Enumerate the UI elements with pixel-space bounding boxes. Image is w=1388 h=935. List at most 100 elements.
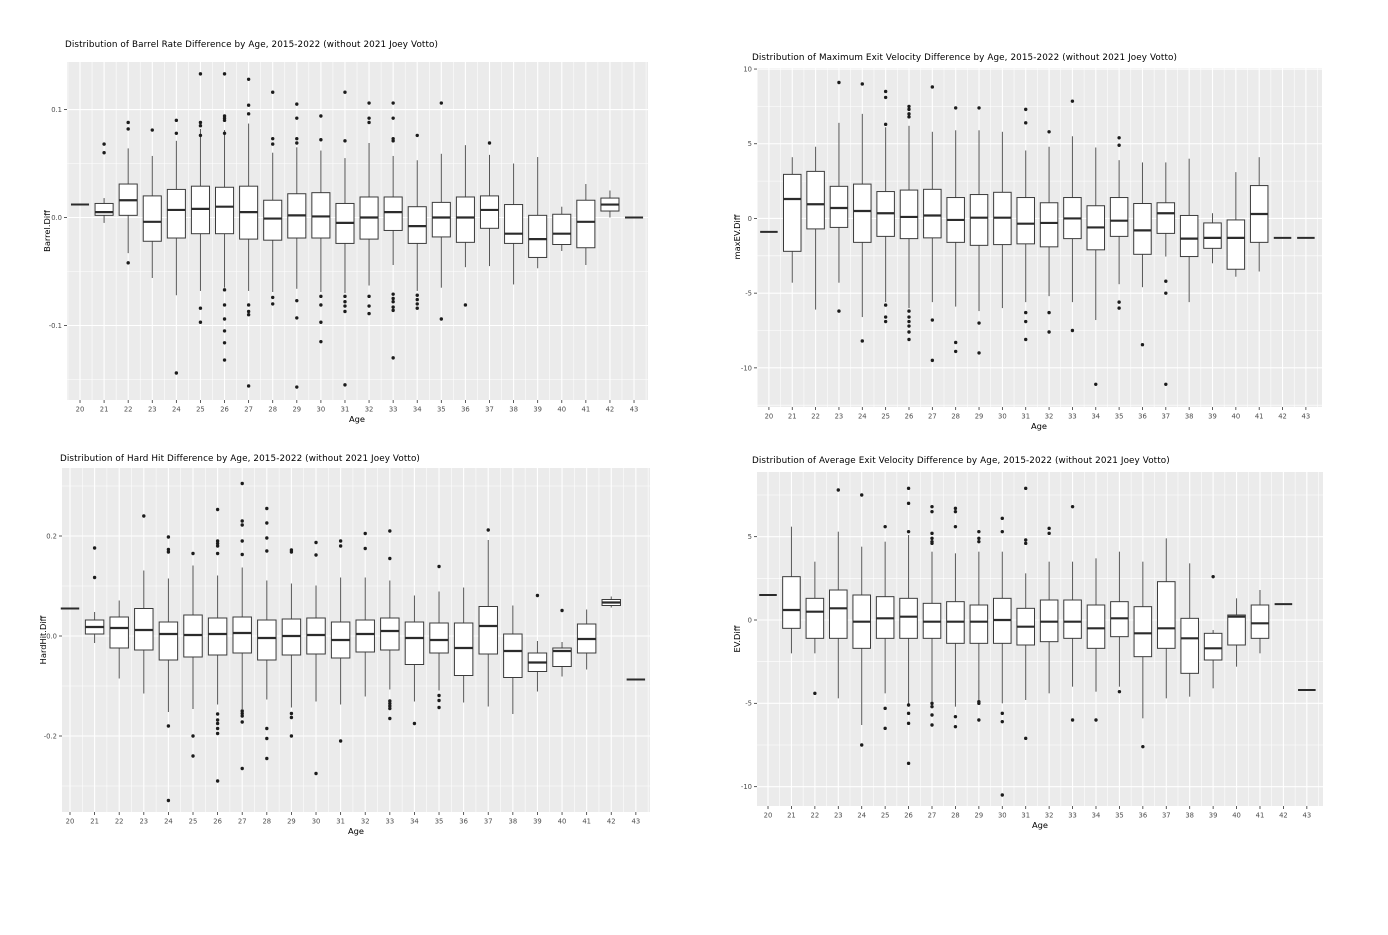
x-tick-label: 41 [582, 818, 591, 826]
box-age-26 [899, 189, 919, 240]
outlier-dot-age-29 [977, 718, 981, 722]
outlier-dot-age-27 [930, 318, 935, 322]
outlier-dot-age-31 [343, 139, 347, 143]
outlier-dot-age-26 [215, 539, 220, 543]
outlier-dot-age-26 [222, 329, 227, 333]
outlier-dot-age-22 [126, 127, 130, 131]
x-axis-title-age-maxev: Age [1030, 421, 1048, 431]
outlier-dot-age-26 [906, 529, 911, 534]
x-tick-label: 40 [1232, 413, 1241, 421]
x-tick-label: 28 [951, 812, 960, 820]
outlier-dot-age-31 [1024, 337, 1028, 342]
outlier-dot-age-35 [1117, 306, 1121, 310]
box-age-34 [404, 621, 425, 665]
outlier-dot-age-26 [215, 726, 220, 731]
outlier-dot-age-27 [246, 112, 251, 116]
y-tick-label: -5 [745, 700, 752, 708]
outlier-dot-age-26 [215, 551, 220, 556]
outlier-dot-age-26 [907, 112, 911, 116]
outlier-dot-age-31 [343, 294, 347, 299]
y-axis-title-hardhit-diff: HardHit.Diff [38, 615, 48, 665]
outlier-dot-age-21 [92, 546, 97, 550]
box-age-40 [1227, 614, 1246, 646]
outlier-dot-age-33 [391, 356, 395, 360]
x-tick-label: 34 [410, 818, 419, 826]
y-tick-label: 0.0 [46, 632, 57, 640]
x-tick-label: 41 [1256, 812, 1265, 820]
outlier-dot-age-32 [367, 294, 371, 299]
outlier-dot-age-29 [295, 316, 299, 320]
outlier-dot-age-26 [215, 712, 220, 716]
x-tick-label: 29 [975, 413, 984, 421]
x-tick-label: 28 [268, 406, 277, 414]
outlier-dot-age-26 [907, 309, 911, 313]
box-age-21 [782, 173, 802, 252]
box-age-39 [1203, 632, 1223, 661]
outlier-dot-age-31 [343, 90, 347, 94]
x-tick-label: 23 [834, 812, 843, 820]
outlier-dot-age-27 [930, 509, 934, 514]
outlier-dot-age-33 [1070, 718, 1075, 722]
outlier-dot-age-21 [102, 151, 106, 155]
x-axis-title-age-ev: Age [1031, 820, 1049, 830]
outlier-dot-age-27 [930, 531, 934, 536]
outlier-dot-age-35 [1117, 300, 1121, 304]
x-tick-label: 36 [1139, 812, 1148, 820]
box-age-23 [142, 195, 162, 242]
box-age-27 [923, 188, 942, 239]
outlier-dot-age-31 [343, 309, 347, 314]
outlier-dot-age-24 [166, 547, 171, 552]
outlier-dot-age-26 [222, 118, 227, 123]
outlier-dot-age-33 [391, 296, 395, 301]
x-tick-label: 35 [1115, 413, 1124, 421]
box-age-33 [380, 617, 400, 651]
outlier-dot-age-25 [883, 319, 888, 324]
outlier-dot-age-28 [265, 521, 269, 525]
x-tick-label: 26 [904, 812, 913, 820]
outlier-dot-age-31 [1024, 538, 1028, 542]
x-tick-label: 22 [811, 413, 820, 421]
y-tick-label: -10 [741, 364, 752, 372]
x-tick-label: 24 [172, 406, 181, 414]
outlier-dot-age-31 [343, 383, 347, 387]
outlier-dot-age-29 [295, 385, 299, 389]
outlier-dot-age-27 [246, 77, 251, 81]
outlier-dot-age-29 [289, 734, 294, 738]
outlier-dot-age-28 [265, 536, 269, 540]
x-tick-label: 30 [998, 413, 1007, 421]
box-age-36 [453, 622, 474, 676]
chart-title-ev-diff: Distribution of Average Exit Velocity Di… [752, 456, 1170, 466]
box-age-22 [805, 597, 825, 639]
outlier-dot-age-29 [977, 321, 981, 325]
outlier-dot-age-26 [906, 703, 911, 707]
outlier-dot-age-31 [343, 300, 347, 304]
outlier-dot-age-36 [1141, 744, 1145, 749]
outlier-dot-age-33 [388, 704, 392, 708]
box-age-38 [503, 633, 523, 678]
box-age-39 [528, 214, 548, 258]
y-tick-label: 10 [743, 65, 752, 73]
box-age-37 [479, 195, 500, 229]
outlier-dot-age-32 [367, 116, 371, 120]
box-age-27 [232, 616, 252, 654]
outlier-dot-age-26 [222, 317, 227, 321]
x-tick-label: 39 [1209, 812, 1218, 820]
outlier-dot-age-28 [271, 136, 275, 141]
y-tick-label: -5 [745, 290, 752, 298]
y-tick-label: 5 [748, 533, 752, 541]
outlier-dot-age-25 [883, 706, 887, 711]
chart-title-barrel-diff: Distribution of Barrel Rate Difference b… [65, 40, 439, 50]
outlier-dot-age-29 [977, 351, 981, 355]
outlier-dot-age-25 [883, 303, 888, 307]
outlier-dot-age-26 [222, 341, 227, 345]
outlier-dot-age-29 [289, 711, 294, 716]
x-axis-title-age-barrel: Age [348, 414, 366, 424]
outlier-dot-age-35 [439, 317, 444, 321]
x-tick-label: 36 [1138, 413, 1147, 421]
outlier-dot-age-29 [289, 715, 294, 720]
outlier-dot-age-28 [265, 549, 269, 553]
chart-title-maxev-diff: Distribution of Maximum Exit Velocity Di… [752, 53, 1178, 63]
outlier-dot-age-27 [930, 723, 934, 727]
outlier-dot-age-28 [953, 724, 958, 729]
